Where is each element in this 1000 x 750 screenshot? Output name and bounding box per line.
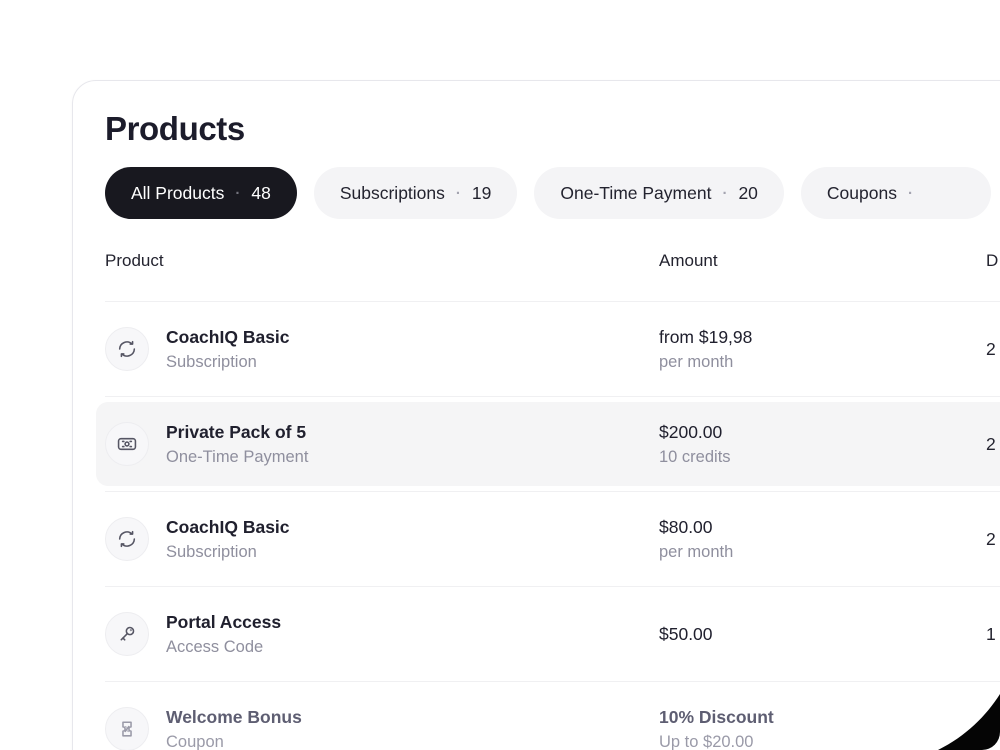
- amount-cell: from $19,98 per month: [659, 327, 986, 372]
- amount-cell: $200.00 10 credits: [659, 422, 986, 467]
- product-text: CoachIQ Basic Subscription: [166, 517, 290, 562]
- table-row[interactable]: CoachIQ Basic Subscription from $19,98 p…: [105, 301, 1000, 396]
- amount-cell: $50.00: [659, 624, 986, 645]
- product-cell: CoachIQ Basic Subscription: [105, 517, 659, 562]
- filter-label: One-Time Payment: [560, 182, 712, 203]
- product-cell: Welcome Bonus Coupon: [105, 707, 659, 750]
- amount-value: 10% Discount: [659, 706, 774, 727]
- column-header-amount: Amount: [659, 251, 718, 270]
- filter-subscriptions[interactable]: Subscriptions · 19: [313, 167, 518, 219]
- dot-separator: ·: [722, 184, 728, 202]
- products-panel: Products All Products · 48 Subscriptions…: [72, 80, 1000, 750]
- filter-coupons[interactable]: Coupons ·: [800, 167, 991, 219]
- product-type: Subscription: [166, 542, 257, 561]
- banknote-icon: [105, 422, 149, 466]
- filter-all-products[interactable]: All Products · 48: [105, 167, 297, 219]
- amount-value: $80.00: [659, 516, 713, 537]
- product-cell: Portal Access Access Code: [105, 612, 659, 657]
- product-name: CoachIQ Basic: [166, 516, 290, 537]
- product-text: Private Pack of 5 One-Time Payment: [166, 422, 308, 467]
- col3-value: 2: [986, 433, 996, 454]
- product-type: One-Time Payment: [166, 447, 309, 466]
- col3-value: 1: [986, 623, 996, 644]
- products-table: Product Amount D CoachIQ Basic Subscript: [96, 251, 1000, 750]
- product-name: Portal Access: [166, 611, 282, 632]
- column-header-col3: D: [986, 251, 999, 270]
- filter-count: 20: [738, 182, 758, 203]
- repeat-icon: [105, 517, 149, 561]
- filter-one-time-payment[interactable]: One-Time Payment · 20: [534, 167, 784, 219]
- amount-value: from $19,98: [659, 326, 753, 347]
- dot-separator: ·: [907, 184, 913, 202]
- col3-value: 2: [986, 528, 996, 549]
- key-icon: [105, 612, 149, 656]
- amount-detail: Up to $20.00: [659, 732, 754, 750]
- table-header: Product Amount D: [105, 251, 1000, 301]
- page-title: Products: [105, 110, 245, 147]
- col3-value: 2: [986, 338, 996, 359]
- product-name: Welcome Bonus: [166, 706, 302, 727]
- amount-detail: per month: [659, 352, 734, 371]
- table-row-highlighted[interactable]: Private Pack of 5 One-Time Payment $200.…: [96, 396, 1000, 491]
- amount-value: $200.00: [659, 421, 723, 442]
- filter-count: 19: [471, 182, 492, 203]
- dot-separator: ·: [455, 184, 461, 202]
- product-type: Coupon: [166, 732, 224, 750]
- amount-value: $50.00: [659, 623, 713, 644]
- amount-cell: $80.00 per month: [659, 517, 986, 562]
- repeat-icon: [105, 327, 149, 371]
- amount-detail: 10 credits: [659, 447, 731, 466]
- product-type: Access Code: [166, 637, 264, 656]
- pointer-cursor: [938, 694, 1000, 750]
- product-name: CoachIQ Basic: [166, 326, 290, 347]
- dot-separator: ·: [235, 184, 241, 202]
- table-row[interactable]: Welcome Bonus Coupon 10% Discount Up to …: [105, 681, 1000, 750]
- ticket-icon: [105, 707, 149, 750]
- filter-label: All Products: [131, 182, 225, 203]
- product-text: Welcome Bonus Coupon: [166, 707, 302, 750]
- amount-cell: 10% Discount Up to $20.00: [659, 707, 986, 750]
- product-text: CoachIQ Basic Subscription: [166, 327, 290, 372]
- filter-label: Subscriptions: [339, 182, 445, 203]
- product-type: Subscription: [166, 352, 257, 371]
- product-name: Private Pack of 5: [166, 421, 307, 442]
- filter-bar: All Products · 48 Subscriptions · 19 One…: [105, 167, 1000, 219]
- filter-count: 48: [251, 182, 271, 203]
- product-text: Portal Access Access Code: [166, 612, 281, 657]
- amount-detail: per month: [659, 542, 734, 561]
- table-row[interactable]: CoachIQ Basic Subscription $80.00 per mo…: [105, 491, 1000, 586]
- column-header-product: Product: [105, 251, 164, 270]
- product-cell: CoachIQ Basic Subscription: [105, 327, 659, 372]
- filter-label: Coupons: [826, 182, 897, 203]
- table-row[interactable]: Portal Access Access Code $50.00 1: [105, 586, 1000, 681]
- product-cell: Private Pack of 5 One-Time Payment: [105, 422, 659, 467]
